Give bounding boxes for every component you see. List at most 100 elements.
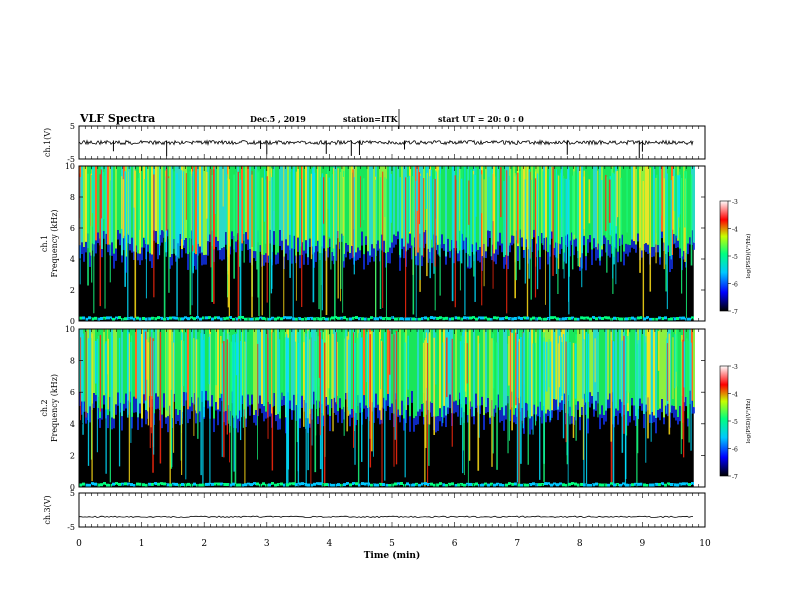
spectrogram-bursts — [78, 166, 694, 321]
spectrogram-column — [663, 329, 665, 418]
lf-strip — [580, 482, 583, 486]
spectrogram-fringe — [533, 229, 535, 238]
lf-strip — [526, 316, 529, 320]
y-axis-label-channel: ch.1 — [40, 235, 49, 252]
spectrogram-fringe — [689, 237, 691, 245]
spectrogram-fringe — [335, 244, 337, 261]
lf-strip — [436, 316, 439, 320]
x-axis: 0 1 2 3 4 5 6 7 8 9 10 Time (min) — [76, 539, 711, 561]
lf-strip — [118, 316, 121, 320]
spectrogram-fringe — [599, 257, 601, 266]
spectrogram-fringe — [95, 395, 97, 402]
spectrogram-column — [623, 166, 625, 252]
spectrogram-fringe — [693, 242, 695, 250]
spectrogram-column — [331, 329, 333, 400]
spectrogram-fringe — [113, 418, 115, 429]
spectrogram-column — [543, 166, 545, 239]
spectrogram-column — [481, 329, 483, 397]
spectrogram-fringe — [487, 398, 489, 413]
lf-strip — [400, 482, 403, 486]
spectrogram-fringe — [345, 243, 347, 258]
lf-strip — [145, 317, 148, 321]
lf-strip — [664, 483, 667, 487]
spectrogram-column — [381, 166, 383, 235]
spectrogram-fringe — [601, 405, 603, 419]
spectrogram-fringe — [199, 246, 201, 254]
spectrogram-fringe — [511, 235, 513, 246]
spectrogram-fringe — [265, 253, 267, 263]
lf-strip — [682, 482, 685, 486]
spectrogram-fringe — [149, 253, 151, 262]
spectrogram-fringe — [177, 415, 179, 422]
spectrogram-fringe — [243, 409, 245, 417]
spectrogram-fringe — [391, 242, 393, 254]
spectrogram-column — [581, 329, 583, 408]
lf-strip — [334, 316, 337, 320]
spectrogram-column — [231, 166, 233, 232]
spectrogram-column — [167, 166, 169, 230]
spectrogram-fringe — [139, 403, 141, 414]
spectrogram-column — [213, 329, 215, 419]
spectrogram-fringe — [219, 249, 221, 260]
lf-strip — [220, 482, 223, 486]
spectrogram-column — [371, 166, 373, 245]
lf-strip — [376, 483, 379, 487]
lf-strip — [394, 317, 397, 321]
lf-strip — [580, 316, 583, 320]
spectrogram-fringe — [667, 245, 669, 253]
spectrogram-column — [489, 329, 491, 418]
spectrogram-fringe — [597, 243, 599, 259]
spectrogram-column — [473, 329, 475, 417]
lf-strip — [418, 317, 421, 321]
lf-strip — [691, 482, 694, 486]
spectrogram-column — [329, 166, 331, 239]
spectrogram-fringe — [471, 406, 473, 417]
lf-strip — [181, 482, 184, 486]
lf-strip — [469, 482, 472, 486]
lf-strip — [637, 482, 640, 486]
lf-strip — [166, 483, 169, 487]
spectrogram-fringe — [503, 415, 505, 431]
spectrogram-column — [463, 329, 465, 413]
spectrogram-column — [97, 166, 99, 233]
y-axis-label: ch.3(V) — [43, 495, 52, 524]
lf-strip — [511, 482, 514, 486]
lf-strip — [679, 316, 682, 320]
spectrogram-fringe — [171, 254, 173, 266]
spectrogram-column — [187, 166, 189, 255]
spectrogram-column — [351, 166, 353, 246]
spectrogram-fringe — [85, 241, 87, 253]
spectrogram-column — [275, 166, 277, 255]
spectrogram-column — [419, 329, 421, 410]
spectrogram-bursts — [79, 329, 694, 487]
spectrogram-fringe — [273, 393, 275, 406]
colorbar-tick-label: -5 — [732, 419, 738, 426]
spectrogram-column — [245, 166, 247, 233]
spectrogram-column — [661, 166, 663, 232]
lf-strip — [496, 482, 499, 486]
spectrogram-column — [477, 166, 479, 251]
lf-strip — [157, 482, 160, 486]
lf-strip — [298, 482, 301, 486]
spectrogram-fringe — [219, 398, 221, 412]
spectrogram-fringe — [115, 248, 117, 261]
spectrogram-fringe — [345, 393, 347, 400]
spectrogram-fringe — [229, 246, 231, 255]
spectrogram-fringe — [531, 239, 533, 253]
spectrogram-fringe — [247, 239, 249, 251]
lf-strip — [631, 483, 634, 487]
colorbar-tick-label: -4 — [732, 392, 738, 399]
spectrogram-column — [547, 166, 549, 253]
spectrogram-column — [397, 166, 399, 232]
spectrogram-fringe — [679, 248, 681, 259]
lf-strip — [244, 483, 247, 487]
spectrogram-column — [377, 329, 379, 405]
spectrogram-column — [637, 166, 639, 234]
spectrogram-fringe — [287, 245, 289, 261]
lf-strip — [205, 316, 208, 320]
spectrogram-column — [347, 166, 349, 246]
spectrogram-column — [135, 329, 137, 399]
lf-strip — [382, 483, 385, 487]
spectrogram-fringe — [263, 255, 265, 266]
waveform-ch3 — [78, 515, 694, 518]
